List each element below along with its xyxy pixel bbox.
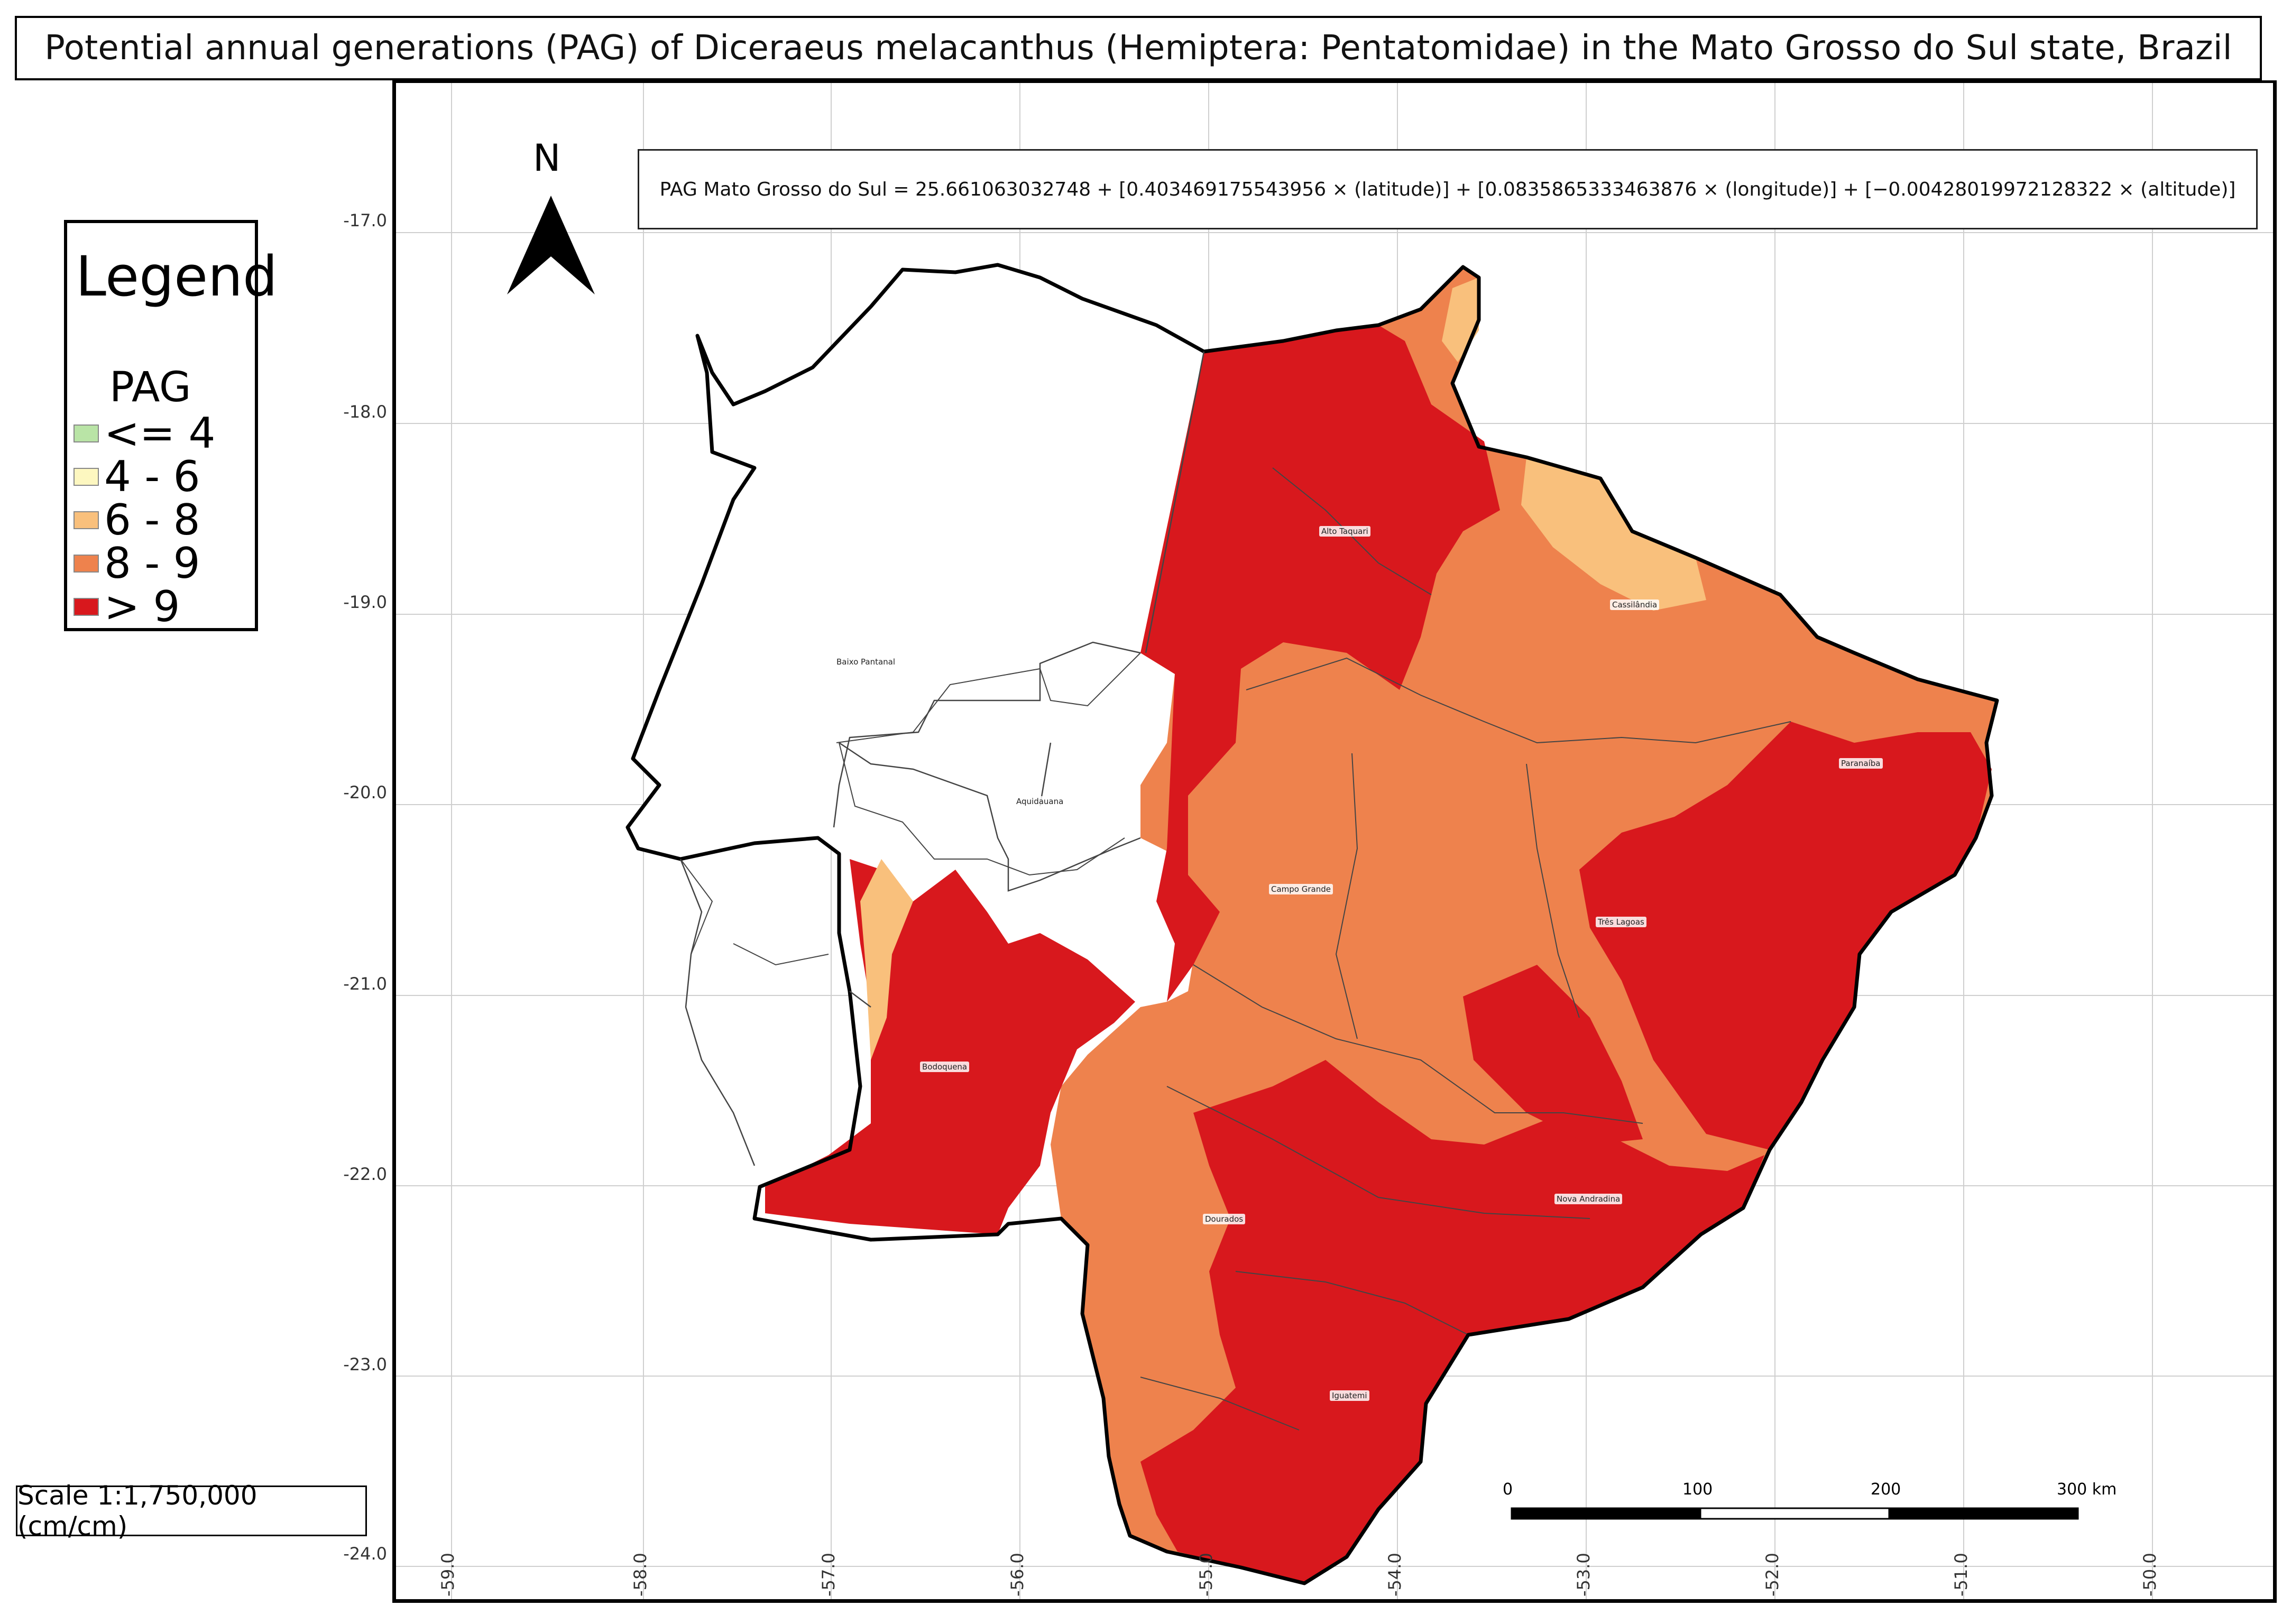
legend-label: 6 - 8 xyxy=(104,495,200,545)
state-outline xyxy=(625,263,1999,1585)
lon-tick-label: -54.0 xyxy=(1385,1553,1405,1597)
scalebar-label: 0 xyxy=(1503,1480,1513,1499)
lat-tick-label: -22.0 xyxy=(343,1164,387,1184)
legend-label: 8 - 9 xyxy=(104,539,200,588)
lon-tick-label: -57.0 xyxy=(818,1553,839,1597)
lat-tick-label: -21.0 xyxy=(343,974,387,994)
town-label: Bodoquena xyxy=(920,1062,970,1072)
town-label: Dourados xyxy=(1203,1214,1246,1224)
legend-panel: Legend PAG <= 4 4 - 6 6 - 8 8 - 9 > 9 xyxy=(64,220,278,631)
legend-label: > 9 xyxy=(104,582,180,631)
town-label: Paranaíba xyxy=(1839,758,1883,769)
legend-title: Legend xyxy=(76,244,278,309)
legend-swatch xyxy=(73,425,99,442)
zone-6-8 xyxy=(860,278,1706,1060)
legend-item: > 9 xyxy=(73,586,180,628)
lon-tick-label: -51.0 xyxy=(1951,1553,1971,1597)
lon-tick-label: -52.0 xyxy=(1762,1553,1782,1597)
lon-tick-label: -58.0 xyxy=(630,1553,650,1597)
lon-tick-label: -50.0 xyxy=(2140,1553,2160,1597)
town-label: Nova Andradina xyxy=(1554,1194,1623,1204)
legend-label: 4 - 6 xyxy=(104,452,200,501)
lat-tick-label: -24.0 xyxy=(343,1544,387,1564)
lat-tick-label: -18.0 xyxy=(343,402,387,422)
town-label: Baixo Pantanal xyxy=(834,657,898,667)
town-label: Iguatemi xyxy=(1330,1390,1369,1401)
town-label: Três Lagoas xyxy=(1596,917,1646,927)
zone-above-9 xyxy=(765,325,1992,1583)
lat-tick-label: -20.0 xyxy=(343,782,387,802)
scalebar xyxy=(1511,1507,2079,1520)
legend-label: <= 4 xyxy=(104,409,216,458)
lat-tick-label: -23.0 xyxy=(343,1354,387,1374)
map-canvas xyxy=(396,83,2273,1599)
scale-text: Scale 1:1,750,000 (cm/cm) xyxy=(16,1480,367,1542)
scalebar-label: 200 xyxy=(1871,1480,1901,1499)
town-label: Cassilândia xyxy=(1610,599,1660,610)
legend-subtitle: PAG xyxy=(109,364,191,411)
regression-formula: PAG Mato Grosso do Sul = 25.661063032748… xyxy=(638,149,2258,229)
legend-item: <= 4 xyxy=(73,412,215,455)
lat-tick-label: -19.0 xyxy=(343,592,387,612)
town-label: Alto Taquari xyxy=(1319,526,1370,537)
town-label: Campo Grande xyxy=(1269,884,1333,894)
map-frame xyxy=(392,80,2277,1603)
legend-swatch xyxy=(73,511,99,529)
map-title: Potential annual generations (PAG) of Di… xyxy=(15,16,2262,80)
lon-tick-label: -56.0 xyxy=(1007,1553,1027,1597)
lon-tick-label: -53.0 xyxy=(1574,1553,1594,1597)
north-label: N xyxy=(533,136,561,180)
pantanal-boundaries xyxy=(679,351,1205,1166)
scalebar-label: 300 km xyxy=(2057,1480,2117,1499)
scalebar-label: 100 xyxy=(1682,1480,1713,1499)
lon-tick-label: -59.0 xyxy=(438,1553,458,1597)
lat-tick-label: -17.0 xyxy=(343,210,387,230)
legend-swatch xyxy=(73,468,99,486)
legend-swatch xyxy=(73,555,99,573)
north-arrow xyxy=(507,196,595,294)
legend-item: 6 - 8 xyxy=(73,499,200,541)
legend-item: 4 - 6 xyxy=(73,456,200,498)
town-label: Aquidauana xyxy=(1014,796,1066,807)
legend-swatch xyxy=(73,598,99,616)
legend-item: 8 - 9 xyxy=(73,542,200,585)
lon-tick-label: -55.0 xyxy=(1196,1553,1216,1597)
